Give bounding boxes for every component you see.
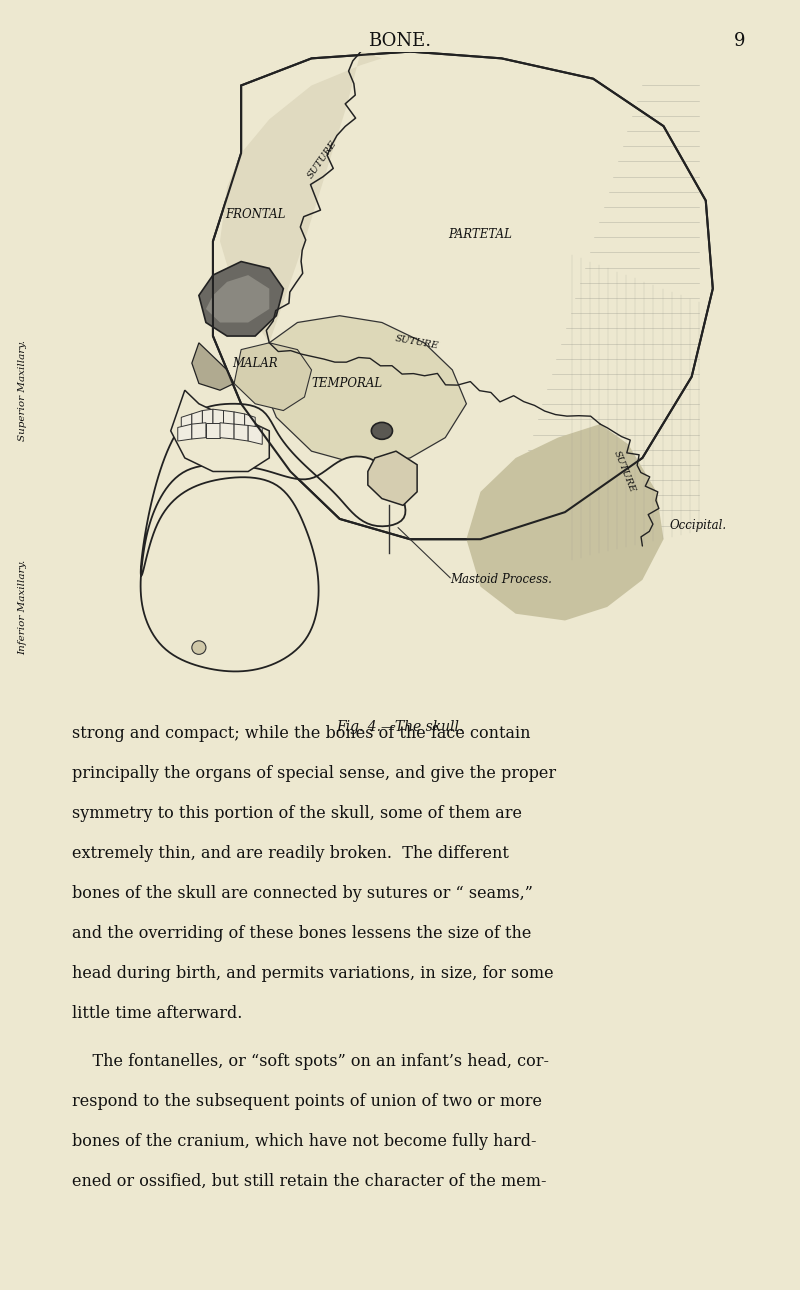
Polygon shape <box>223 410 234 432</box>
Polygon shape <box>234 412 245 435</box>
Text: respond to the subsequent points of union of two or more: respond to the subsequent points of unio… <box>72 1093 542 1109</box>
Polygon shape <box>248 426 262 444</box>
Text: 9: 9 <box>734 32 746 50</box>
Polygon shape <box>199 262 283 337</box>
Text: FRONTAL: FRONTAL <box>225 208 286 221</box>
Polygon shape <box>262 316 466 464</box>
Polygon shape <box>220 52 382 343</box>
Polygon shape <box>182 414 192 435</box>
Text: SUTURE: SUTURE <box>394 334 440 351</box>
Text: head during birth, and permits variations, in size, for some: head during birth, and permits variation… <box>72 965 554 982</box>
Text: Fig. 4.—The skull.: Fig. 4.—The skull. <box>336 720 464 734</box>
Polygon shape <box>245 414 255 437</box>
Polygon shape <box>192 343 234 391</box>
Polygon shape <box>234 343 311 410</box>
Text: bones of the skull are connected by sutures or “ seams,”: bones of the skull are connected by sutu… <box>72 885 533 902</box>
Ellipse shape <box>371 422 393 440</box>
Polygon shape <box>206 423 220 437</box>
Text: principally the organs of special sense, and give the proper: principally the organs of special sense,… <box>72 765 556 782</box>
Polygon shape <box>170 391 270 472</box>
Polygon shape <box>192 410 202 432</box>
Text: The fontanelles, or “soft spots” on an infant’s head, cor-: The fontanelles, or “soft spots” on an i… <box>72 1053 549 1069</box>
Text: PARTETAL: PARTETAL <box>449 228 513 241</box>
Polygon shape <box>178 424 192 441</box>
Text: Mastoid Process.: Mastoid Process. <box>450 573 553 587</box>
Text: TEMPORAL: TEMPORAL <box>311 377 382 390</box>
Text: and the overriding of these bones lessens the size of the: and the overriding of these bones lessen… <box>72 925 531 942</box>
Polygon shape <box>192 423 206 439</box>
Polygon shape <box>202 409 213 431</box>
Text: bones of the cranium, which have not become fully hard-: bones of the cranium, which have not bec… <box>72 1133 537 1149</box>
Polygon shape <box>206 275 270 322</box>
Text: Occipital.: Occipital. <box>670 519 727 533</box>
Text: extremely thin, and are readily broken.  The different: extremely thin, and are readily broken. … <box>72 845 509 862</box>
Polygon shape <box>141 404 406 671</box>
Polygon shape <box>466 424 663 620</box>
Polygon shape <box>220 423 234 439</box>
Text: ened or ossified, but still retain the character of the mem-: ened or ossified, but still retain the c… <box>72 1173 546 1189</box>
Text: Inferior Maxillary.: Inferior Maxillary. <box>18 560 27 654</box>
Text: strong and compact; while the bones of the face contain: strong and compact; while the bones of t… <box>72 725 530 742</box>
Text: Superior Maxillary.: Superior Maxillary. <box>18 339 27 441</box>
Polygon shape <box>368 451 417 506</box>
Polygon shape <box>213 409 223 431</box>
Polygon shape <box>213 52 713 539</box>
Text: MALAR: MALAR <box>232 356 278 370</box>
Text: BONE.: BONE. <box>369 32 431 50</box>
Ellipse shape <box>192 641 206 654</box>
Text: SUTURE: SUTURE <box>612 449 638 494</box>
Text: SUTURE: SUTURE <box>306 139 338 181</box>
Text: little time afterward.: little time afterward. <box>72 1005 242 1022</box>
Text: symmetry to this portion of the skull, some of them are: symmetry to this portion of the skull, s… <box>72 805 522 822</box>
Polygon shape <box>234 424 248 441</box>
